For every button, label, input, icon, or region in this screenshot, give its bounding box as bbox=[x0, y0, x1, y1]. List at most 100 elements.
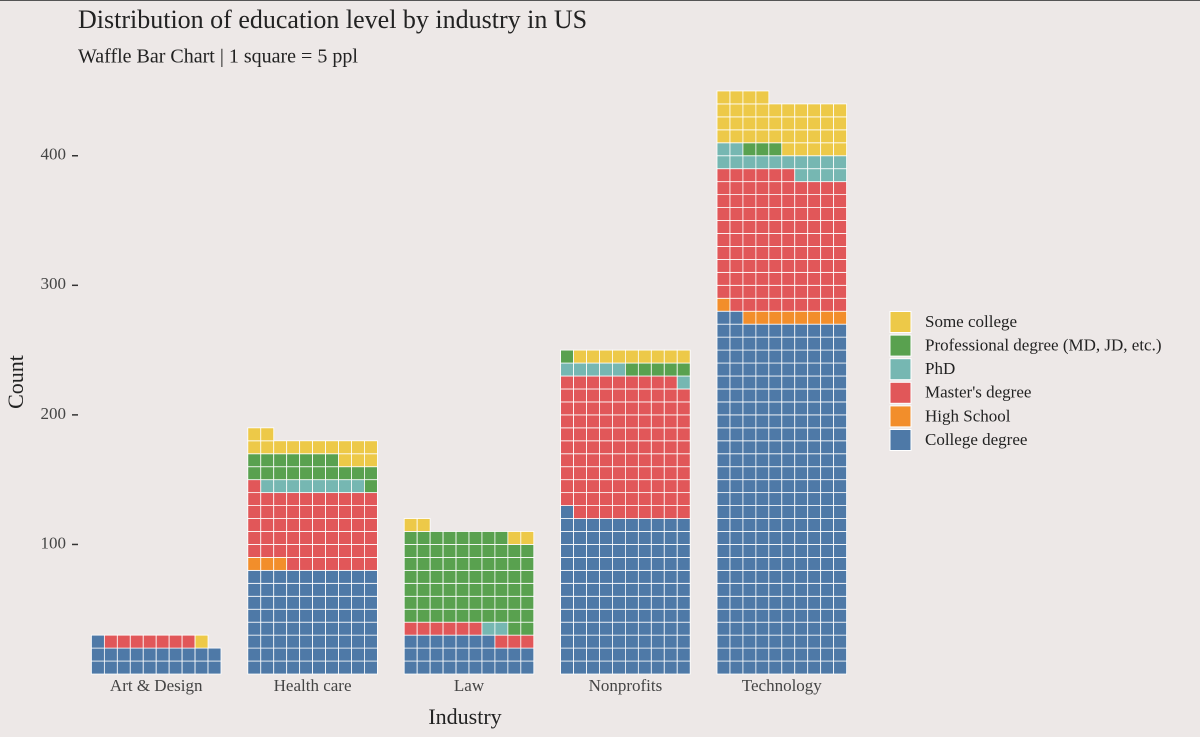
waffle-square bbox=[247, 544, 262, 558]
waffle-square bbox=[676, 660, 691, 675]
waffle-square bbox=[560, 466, 574, 481]
waffle-square bbox=[794, 453, 809, 468]
waffle-square bbox=[794, 608, 809, 623]
waffle-square bbox=[455, 621, 470, 636]
waffle-square bbox=[351, 544, 365, 558]
waffle-square bbox=[807, 375, 822, 390]
waffle-square bbox=[586, 492, 600, 506]
waffle-square bbox=[637, 492, 652, 506]
waffle-square bbox=[742, 233, 757, 247]
waffle-square bbox=[807, 271, 822, 286]
waffle-square bbox=[781, 297, 796, 312]
waffle-square bbox=[338, 466, 352, 481]
waffle-square bbox=[507, 634, 522, 649]
waffle-square bbox=[768, 375, 783, 390]
waffle-square bbox=[507, 557, 522, 571]
waffle-square bbox=[833, 284, 847, 299]
waffle-square bbox=[742, 349, 757, 364]
waffle-square bbox=[325, 660, 339, 675]
waffle-square bbox=[625, 375, 639, 390]
waffle-square bbox=[820, 647, 835, 662]
waffle-square bbox=[768, 505, 783, 519]
waffle-square bbox=[560, 660, 574, 675]
waffle-square bbox=[807, 557, 822, 571]
waffle-square bbox=[755, 518, 770, 532]
waffle-square bbox=[716, 349, 731, 364]
waffle-square bbox=[442, 569, 457, 584]
waffle-square bbox=[312, 518, 326, 532]
waffle-square bbox=[312, 505, 326, 519]
waffle-square bbox=[286, 621, 301, 636]
waffle-square bbox=[742, 401, 757, 416]
waffle-square bbox=[820, 336, 835, 351]
waffle-square bbox=[586, 569, 600, 584]
waffle-square bbox=[755, 310, 770, 325]
waffle-square bbox=[312, 479, 326, 494]
waffle-square bbox=[742, 388, 757, 403]
waffle-square bbox=[338, 582, 352, 597]
waffle-square bbox=[768, 168, 783, 183]
waffle-square bbox=[794, 194, 809, 208]
waffle-square bbox=[560, 647, 574, 662]
waffle-square bbox=[663, 466, 678, 481]
waffle-square bbox=[325, 595, 339, 610]
waffle-square bbox=[676, 557, 691, 571]
waffle-square bbox=[573, 479, 587, 494]
x-tick-label: Law bbox=[454, 676, 485, 695]
waffle-square bbox=[260, 453, 275, 468]
y-axis-label: Count bbox=[3, 355, 28, 409]
waffle-square bbox=[338, 595, 352, 610]
waffle-square bbox=[455, 569, 470, 584]
waffle-square bbox=[742, 181, 757, 196]
waffle-square bbox=[768, 595, 783, 610]
waffle-square bbox=[833, 349, 847, 364]
waffle-square bbox=[833, 310, 847, 325]
waffle-square bbox=[181, 634, 196, 649]
waffle-square bbox=[650, 660, 665, 675]
waffle-square bbox=[742, 595, 757, 610]
waffle-square bbox=[663, 492, 678, 506]
waffle-square bbox=[794, 634, 809, 649]
waffle-square bbox=[768, 544, 783, 558]
waffle-square bbox=[768, 453, 783, 468]
waffle-square bbox=[663, 362, 678, 377]
waffle-square bbox=[807, 401, 822, 416]
waffle-square bbox=[247, 582, 262, 597]
waffle-square bbox=[247, 440, 262, 455]
waffle-square bbox=[820, 492, 835, 506]
waffle-square bbox=[716, 492, 731, 506]
legend-swatch bbox=[889, 405, 912, 428]
waffle-square bbox=[820, 427, 835, 442]
waffle-square bbox=[768, 518, 783, 532]
waffle-square bbox=[833, 181, 847, 196]
waffle-square bbox=[612, 621, 626, 636]
waffle-square bbox=[768, 233, 783, 247]
waffle-square bbox=[625, 608, 639, 623]
waffle-square bbox=[716, 479, 731, 494]
waffle-square bbox=[520, 647, 535, 662]
waffle-square bbox=[650, 479, 665, 494]
waffle-square bbox=[573, 531, 587, 545]
waffle-square bbox=[247, 595, 262, 610]
y-tick-label: 200 bbox=[41, 404, 67, 423]
waffle-square bbox=[442, 621, 457, 636]
waffle-square bbox=[351, 582, 365, 597]
waffle-square bbox=[729, 453, 744, 468]
waffle-square bbox=[755, 258, 770, 273]
waffle-square bbox=[273, 634, 288, 649]
waffle-square bbox=[781, 569, 796, 584]
waffle-square bbox=[807, 647, 822, 662]
waffle-square bbox=[755, 621, 770, 636]
waffle-square bbox=[742, 284, 757, 299]
waffle-square bbox=[768, 479, 783, 494]
waffle-square bbox=[573, 440, 587, 455]
waffle-square bbox=[676, 440, 691, 455]
waffle-square bbox=[768, 466, 783, 481]
waffle-square bbox=[625, 427, 639, 442]
waffle-square bbox=[599, 414, 613, 429]
waffle-square bbox=[507, 608, 522, 623]
waffle-square bbox=[573, 414, 587, 429]
waffle-square bbox=[820, 479, 835, 494]
waffle-square bbox=[755, 220, 770, 234]
waffle-square bbox=[260, 557, 275, 571]
